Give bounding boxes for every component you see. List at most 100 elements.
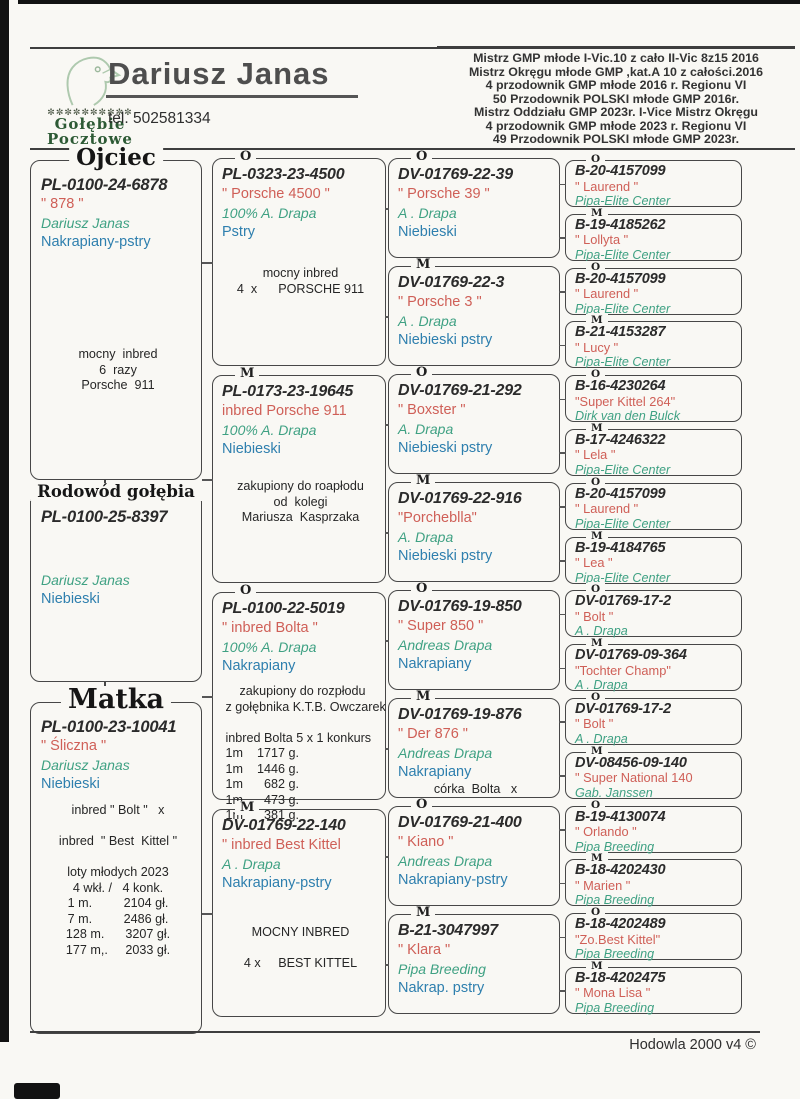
- notes: zakupiony do rozpłodu z gołębnika K.T.B.…: [225, 684, 386, 822]
- pigeon-name: " Bolt ": [575, 608, 614, 624]
- generation-4-column: O B-20-4157099 " Laurend " Pipa-Elite Ce…: [559, 153, 742, 1015]
- breeder-name: Pipa Breeding: [575, 893, 655, 908]
- feather-color: Nakrapiany: [398, 656, 472, 672]
- breeder-name: Pipa Breeding: [575, 947, 655, 962]
- breeder-name: A. Drapa: [398, 421, 454, 437]
- breeder-name: Pipa-Elite Center: [575, 516, 671, 531]
- pigeon-name: " 878 ": [41, 196, 84, 212]
- header-top-rule: [30, 47, 795, 49]
- ring-number: B-18-4202489: [575, 916, 666, 933]
- sex-label: M: [411, 906, 436, 920]
- pedigree-box-gen4: M B-18-4202475 " Mona Lisa " Pipa Breedi…: [559, 959, 742, 1015]
- ring-number: DV-01769-17-2: [575, 700, 672, 717]
- breeder-name: Andreas Drapa: [398, 637, 493, 653]
- pigeon-name: " Porsche 39 ": [398, 186, 490, 202]
- feather-color: Nakrapiany-pstry: [398, 872, 508, 888]
- feather-color: Niebieski pstry: [398, 548, 493, 564]
- ring-number: B-21-4153287: [575, 324, 666, 341]
- sex-label: M: [586, 959, 608, 972]
- sex-label: M: [586, 529, 608, 542]
- ring-number: B-20-4157099: [575, 270, 666, 287]
- breeder-name: Pipa Breeding: [398, 961, 486, 977]
- pigeon-name: " Laurend ": [575, 178, 639, 194]
- ring-number: PL-0173-23-19645: [222, 383, 354, 400]
- pigeon-name: " Lea ": [575, 555, 613, 571]
- sex-label: O: [411, 150, 433, 164]
- breeder-name: 100% A. Drapa: [222, 639, 317, 655]
- feather-color: Pstry: [222, 224, 256, 240]
- pedigree-box-gen3: M DV-01769-22-916 "Porcheblla" A. Drapa …: [385, 474, 560, 582]
- breeder-name-title: Dariusz Janas: [106, 56, 358, 98]
- pedigree-box-gen3: M DV-01769-19-876 " Der 876 " Andreas Dr…: [385, 690, 560, 798]
- logo-stars: ✼✼✼✼✼✼✼✼✼✼: [47, 107, 133, 117]
- ring-number: B-18-4202475: [575, 969, 666, 986]
- pedigree-box-gen4: M B-18-4202430 " Marien " Pipa Breeding: [559, 852, 742, 908]
- pigeon-name: " Lela ": [575, 447, 616, 463]
- breeder-name: Dariusz Janas: [41, 757, 130, 773]
- sex-label: O: [411, 366, 433, 380]
- feather-color: Nakrapiany: [222, 658, 296, 674]
- pigeon-name: " Super 850 ": [398, 618, 484, 634]
- pedigree-box-gen3: O DV-01769-21-400 " Kiano " Andreas Drap…: [385, 798, 560, 906]
- breeder-name: Andreas Drapa: [398, 853, 493, 869]
- feather-color: Niebieski pstry: [398, 440, 493, 456]
- logo-word-1: Gołębie: [54, 115, 126, 133]
- pedigree-box-gen2: M PL-0173-23-19645 inbred Porsche 911 10…: [202, 367, 386, 583]
- breeder-name: Pipa-Elite Center: [575, 462, 671, 477]
- sex-label: O: [586, 583, 606, 596]
- pedigree-box-gen4: O B-19-4130074 " Orlando " Pipa Breeding: [559, 798, 742, 854]
- pigeon-name: "Tochter Champ": [575, 662, 671, 678]
- ring-number: DV-01769-22-140: [222, 817, 346, 834]
- sex-label: O: [586, 368, 606, 381]
- pedigree-box-gen2: O PL-0100-22-5019 " inbred Bolta " 100% …: [202, 584, 386, 822]
- achievement-line: Mistrz Okręgu młode GMP ,kat.A 10 z cało…: [468, 64, 764, 79]
- phone-number: tel. 502581334: [108, 110, 211, 127]
- pigeon-name: inbred Porsche 911: [222, 403, 347, 419]
- pigeon-name: "Zo.Best Kittel": [575, 931, 661, 947]
- ring-number: DV-01769-09-364: [575, 647, 687, 664]
- pigeon-name: " inbred Bolta ": [222, 620, 318, 636]
- ring-number: DV-01769-19-876: [398, 706, 522, 723]
- sex-label: O: [586, 153, 606, 165]
- father-title: Ojciec: [69, 146, 163, 170]
- notes-and-results: inbred " Bolt " x inbred " Best Kittel "…: [58, 803, 178, 957]
- breeder-name: 100% A. Drapa: [222, 205, 317, 221]
- mother-box: Matka PL-0100-23-10041 " Śliczna " Dariu…: [30, 686, 202, 1034]
- breeder-name: A . Drapa: [575, 678, 628, 693]
- ring-number: DV-08456-09-140: [575, 754, 687, 771]
- notes: mocny inbred 6 razy Porsche 911: [78, 347, 158, 392]
- sex-label: M: [586, 206, 608, 219]
- scan-smudge-bottom-left: [14, 1083, 60, 1099]
- pedigree-box-gen3: M DV-01769-22-3 " Porsche 3 " A . Drapa …: [385, 258, 560, 366]
- sex-label: M: [586, 421, 608, 434]
- ring-number: B-20-4157099: [575, 485, 666, 502]
- pedigree-box-gen2: M DV-01769-22-140 " inbred Best Kittel A…: [202, 801, 386, 1017]
- achievement-line: Mistrz GMP młode I-Vic.10 z cało II-Vic …: [473, 51, 759, 65]
- ring-number: PL-0100-24-6878: [41, 176, 168, 194]
- breeder-name: Pipa Breeding: [575, 1000, 655, 1015]
- ring-number: B-16-4230264: [575, 378, 666, 395]
- pigeon-name: " inbred Best Kittel: [222, 837, 341, 853]
- breeder-name: Pipa-Elite Center: [575, 301, 671, 316]
- logo-word-2: Pocztowe: [47, 130, 133, 148]
- breeder-name: A . Drapa: [398, 313, 457, 329]
- scan-edge-left: [0, 0, 9, 1042]
- feather-color: Nakrapiany: [398, 764, 472, 780]
- ring-number: B-19-4184765: [575, 539, 666, 556]
- sex-label: M: [235, 801, 260, 815]
- ring-number: PL-0100-23-10041: [41, 718, 177, 736]
- pedigree-box-gen3: M B-21-3047997 " Klara " Pipa Breeding N…: [385, 906, 560, 1014]
- sex-label: M: [411, 690, 436, 704]
- pedigree-box-gen3: O DV-01769-21-292 " Boxster " A. Drapa N…: [385, 366, 560, 474]
- breeder-name: Dariusz Janas: [41, 572, 130, 588]
- notes: MOCNY INBRED 4 x BEST KITTEL: [243, 925, 358, 970]
- generation-3-column: O DV-01769-22-39 " Porsche 39 " A . Drap…: [385, 150, 560, 1014]
- ring-number: PL-0100-25-8397: [41, 508, 168, 526]
- pedigree-box-gen2: O PL-0323-23-4500 " Porsche 4500 " 100% …: [202, 150, 386, 366]
- pigeon-name: " Porsche 3 ": [398, 294, 482, 310]
- pedigree-box-gen4: M B-19-4185262 " Lollyta " Pipa-Elite Ce…: [559, 206, 742, 262]
- ring-number: B-20-4157099: [575, 163, 666, 179]
- achievement-line: 4 przodownik GMP młode 2023 r. Regionu V…: [485, 118, 747, 133]
- sex-label: O: [411, 582, 433, 596]
